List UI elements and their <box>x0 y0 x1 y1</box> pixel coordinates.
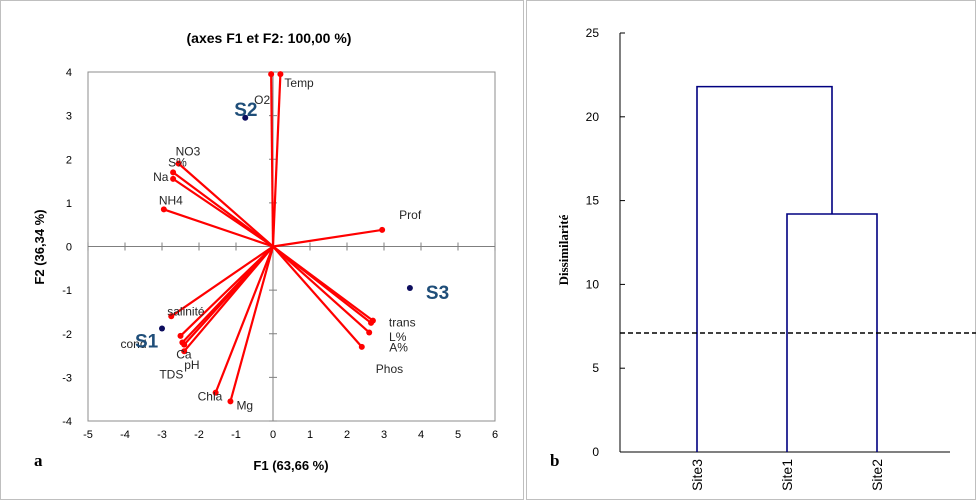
vector-tip-temp <box>277 71 284 78</box>
biplot-title: (axes F1 et F2: 100,00 %) <box>187 30 352 46</box>
leaf-label-site1: Site1 <box>779 459 795 491</box>
vector-a <box>272 245 370 334</box>
dendrogram-y-tick-label: 5 <box>592 361 599 375</box>
vector-tip-phos <box>358 343 365 350</box>
biplot-svg: (axes F1 et F2: 100,00 %) F1 (63,66 %) F… <box>0 0 524 500</box>
dendrogram-svg: Dissimilarité b 0 5 10 15 20 25 Site3 Site1 Sit… <box>526 0 976 500</box>
biplot-y-tick-label: 2 <box>66 154 72 166</box>
dendrogram-y-tick-label: 20 <box>586 110 600 124</box>
vector-tip-ca <box>181 341 188 348</box>
vector-tip-a <box>366 329 373 336</box>
vector-tip-cond <box>177 332 184 339</box>
vector-label-l: L% <box>389 330 407 344</box>
vector-l <box>272 245 372 324</box>
site-label-s2: S2 <box>234 100 257 121</box>
dendrogram-y-tick-label: 0 <box>592 445 599 459</box>
biplot-panel: (axes F1 et F2: 100,00 %) F1 (63,66 %) F… <box>0 0 524 500</box>
vector-tip-salinit <box>168 313 175 320</box>
vector-label-no3: NO3 <box>176 145 201 159</box>
site-point-s1 <box>159 325 165 332</box>
vector-na <box>172 177 274 248</box>
vector-label-cond: cond <box>121 337 147 351</box>
dendrogram-merge-2 <box>696 85 833 452</box>
biplot-x-axis-label: F1 (63,66 %) <box>253 458 328 473</box>
biplot-x-tick-label: -4 <box>120 429 130 441</box>
vector-label-chla: Chla <box>198 390 223 404</box>
vector-label-salinit: salinité <box>167 304 205 318</box>
biplot-x-tick-label: -3 <box>157 429 167 441</box>
biplot-y-tick-label: 0 <box>66 242 72 254</box>
biplot-x-tick-label: -1 <box>231 429 241 441</box>
vector-label-tds: TDS <box>159 367 183 381</box>
vector-label-mg: Mg <box>236 398 253 412</box>
biplot-x-tick-label: 5 <box>455 429 461 441</box>
site-point-s3 <box>406 284 413 291</box>
biplot-y-tick-label: -3 <box>62 372 72 384</box>
vector-salinit <box>170 245 274 318</box>
biplot-y-tick-label: -2 <box>62 329 72 341</box>
vector-nh4 <box>163 208 274 248</box>
vector-tip-nh4 <box>160 206 167 213</box>
biplot-y-axis-label: F2 (36,34 %) <box>32 209 47 284</box>
vector-label-nh4: NH4 <box>159 193 183 207</box>
biplot-x-tick-label: 0 <box>270 429 276 441</box>
vector-tip-prof <box>379 226 386 233</box>
vector-label-na: Na <box>153 170 169 184</box>
biplot-border <box>0 0 524 500</box>
leaf-label-site2: Site2 <box>869 459 885 491</box>
biplot-y-tick-label: 4 <box>66 67 72 79</box>
vector-tip-ph <box>181 348 188 355</box>
biplot-x-tick-label: 4 <box>418 429 424 441</box>
dendrogram-y-tick-label: 10 <box>586 277 600 291</box>
vector-label-temp: Temp <box>284 76 314 90</box>
vector-tip-chla <box>212 389 219 396</box>
vector-temp <box>271 74 282 247</box>
vector-label-phos: Phos <box>376 362 403 376</box>
site-label-s1: S1 <box>135 332 159 353</box>
dendrogram-border <box>526 0 976 500</box>
biplot-y-tick-label: 1 <box>66 198 72 210</box>
vector-mg <box>229 246 275 402</box>
vector-label-trans: trans <box>389 316 416 330</box>
dendrogram-y-axis-label: Dissimilarité <box>556 214 571 285</box>
biplot-y-tick-label: 3 <box>66 111 72 123</box>
biplot-y-tick-label: -4 <box>62 416 72 428</box>
biplot-y-tick-label: -1 <box>62 285 72 297</box>
vector-ph <box>183 245 274 352</box>
vector-label-ph: pH <box>184 358 199 372</box>
dendrogram-y-tick-label: 25 <box>586 26 600 40</box>
dendrogram-y-tick-label: 15 <box>586 194 600 208</box>
dendrogram-panel: Dissimilarité b 0 5 10 15 20 25 Site3 Site1 Sit… <box>526 0 976 500</box>
leaf-label-site3: Site3 <box>689 459 705 491</box>
biplot-x-tick-label: -5 <box>83 429 93 441</box>
vector-label-s: S% <box>168 155 187 169</box>
vector-tip-l <box>368 319 375 326</box>
vector-tip-no3 <box>175 160 182 167</box>
biplot-x-tick-label: 3 <box>381 429 387 441</box>
vector-tip-na <box>170 175 177 182</box>
biplot-panel-label: a <box>34 451 43 470</box>
vector-o2 <box>270 74 275 247</box>
biplot-x-tick-label: 2 <box>344 429 350 441</box>
site-point-s2 <box>242 114 249 121</box>
vector-tip-o2 <box>268 71 275 78</box>
vector-label-ca: Ca <box>176 348 192 362</box>
vector-phos <box>272 245 363 348</box>
vector-chla <box>214 246 275 394</box>
biplot-x-tick-label: -2 <box>194 429 204 441</box>
vector-no3 <box>177 162 274 248</box>
vector-label-o2: O2 <box>254 93 270 107</box>
biplot-x-tick-label: 6 <box>492 429 498 441</box>
vector-tip-mg <box>227 398 234 405</box>
vector-prof <box>272 228 383 248</box>
dendrogram-panel-label: b <box>550 451 559 470</box>
biplot-x-tick-label: 1 <box>307 429 313 441</box>
vector-label-prof: Prof <box>399 208 422 222</box>
vector-label-a: A% <box>389 340 408 354</box>
site-label-s3: S3 <box>426 283 449 304</box>
vector-tip-s <box>170 169 177 176</box>
